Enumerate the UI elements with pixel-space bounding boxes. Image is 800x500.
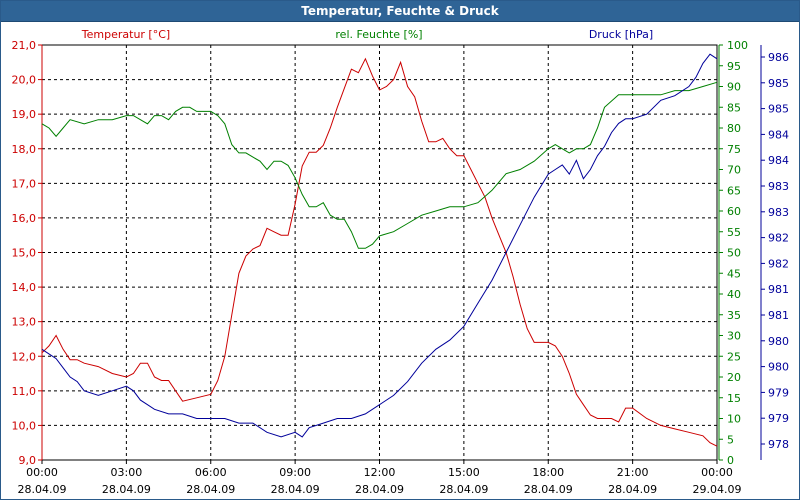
temperature-tick-label: 18,0 [12,143,37,156]
temperature-tick-label: 19,0 [12,108,37,121]
x-tick-label-time: 03:00 [111,466,143,479]
title-bar: Temperatur, Feuchte & Druck [1,1,799,22]
humidity-tick-label: 35 [727,309,741,322]
pressure-tick-label: 982 [768,257,789,270]
x-tick-label-date: 28.04.09 [102,483,151,496]
pressure-tick-label: 986 [768,51,789,64]
temperature-tick-label: 13,0 [12,316,37,329]
humidity-tick-label: 90 [727,81,741,94]
humidity-tick-label: 0 [727,454,734,467]
temperature-tick-label: 14,0 [12,281,37,294]
pressure-tick-label: 982 [768,232,789,245]
temperature-tick-label: 20,0 [12,74,37,87]
humidity-tick-label: 25 [727,350,741,363]
temperature-tick-label: 21,0 [12,39,37,52]
humidity-tick-label: 95 [727,60,741,73]
pressure-tick-label: 985 [768,103,789,116]
x-tick-label-date: 28.04.09 [524,483,573,496]
temperature-axis-label: Temperatur [°C] [81,28,170,41]
pressure-tick-label: 985 [768,77,789,90]
humidity-tick-label: 75 [727,143,741,156]
x-tick-label-date: 28.04.09 [608,483,657,496]
x-tick-label-date: 28.04.09 [271,483,320,496]
humidity-tick-label: 60 [727,205,741,218]
humidity-tick-label: 20 [727,371,741,384]
temperature-tick-label: 15,0 [12,247,37,260]
x-tick-label-time: 18:00 [532,466,564,479]
humidity-tick-label: 70 [727,164,741,177]
x-tick-label-time: 12:00 [364,466,396,479]
x-tick-label-time: 09:00 [279,466,311,479]
x-tick-label-date: 29.04.09 [693,483,742,496]
x-tick-label-time: 00:00 [701,466,733,479]
x-tick-label-date: 28.04.09 [439,483,488,496]
pressure-axis-label: Druck [hPa] [589,28,653,41]
temperature-tick-label: 11,0 [12,385,37,398]
pressure-tick-label: 980 [768,335,789,348]
humidity-tick-label: 100 [727,39,748,52]
temperature-tick-label: 12,0 [12,350,37,363]
pressure-tick-label: 978 [768,438,789,451]
x-tick-label-time: 21:00 [617,466,649,479]
humidity-tick-label: 5 [727,433,734,446]
pressure-tick-label: 984 [768,128,789,141]
humidity-tick-label: 55 [727,226,741,239]
humidity-tick-label: 80 [727,122,741,135]
pressure-tick-label: 984 [768,154,789,167]
humidity-tick-label: 40 [727,288,741,301]
temperature-tick-label: 10,0 [12,419,37,432]
humidity-tick-label: 85 [727,101,741,114]
x-tick-label-time: 00:00 [26,466,58,479]
x-tick-label-time: 06:00 [195,466,227,479]
window-title: Temperatur, Feuchte & Druck [301,4,499,18]
temperature-tick-label: 16,0 [12,212,37,225]
x-tick-label-time: 15:00 [448,466,480,479]
humidity-line [41,81,718,249]
pressure-tick-label: 981 [768,283,789,296]
pressure-tick-label: 979 [768,412,789,425]
humidity-tick-label: 45 [727,267,741,280]
pressure-tick-label: 979 [768,386,789,399]
pressure-tick-label: 983 [768,206,789,219]
humidity-tick-label: 65 [727,184,741,197]
humidity-axis-label: rel. Feuchte [%] [335,28,422,41]
pressure-tick-label: 981 [768,309,789,322]
x-tick-label-date: 28.04.09 [18,483,67,496]
pressure-tick-label: 980 [768,361,789,374]
x-tick-label-date: 28.04.09 [355,483,404,496]
pressure-tick-label: 983 [768,180,789,193]
temperature-tick-label: 9,0 [19,454,37,467]
humidity-tick-label: 10 [727,413,741,426]
humidity-tick-label: 30 [727,330,741,343]
temperature-line [41,57,718,447]
humidity-tick-label: 15 [727,392,741,405]
pressure-line [41,53,718,438]
x-tick-label-date: 28.04.09 [186,483,235,496]
humidity-tick-label: 50 [727,247,741,260]
temperature-tick-label: 17,0 [12,177,37,190]
